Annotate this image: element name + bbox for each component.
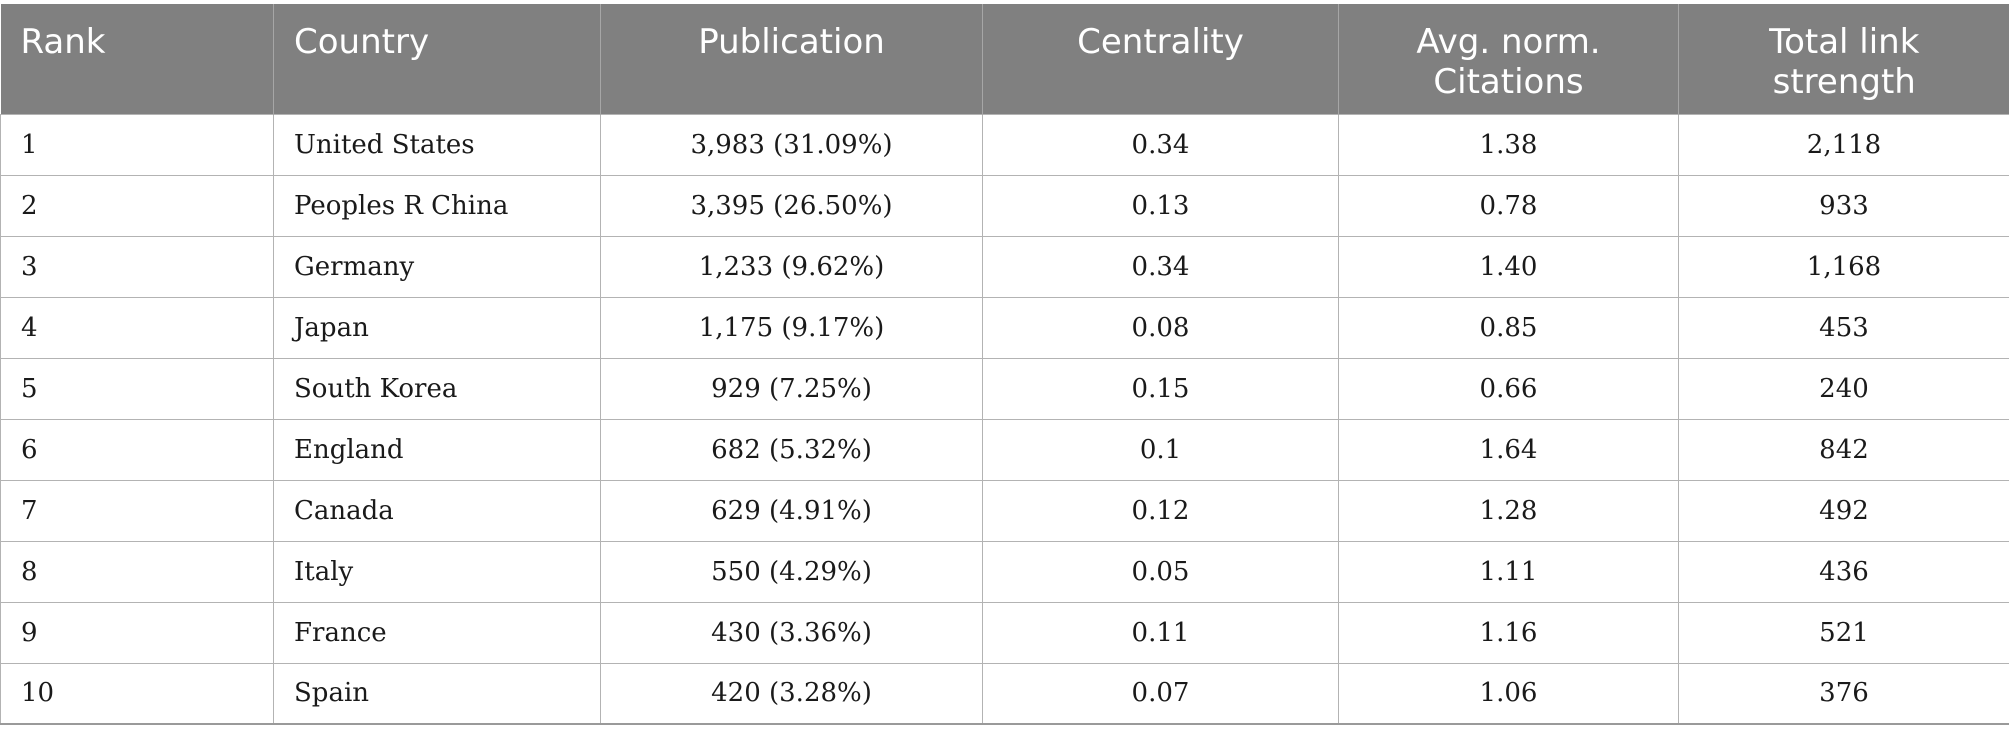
- cell-rank: 8: [0, 540, 274, 603]
- cell-total-link-strength: 492: [1678, 479, 2009, 542]
- header-total-link-strength: Total link strength: [1678, 4, 2009, 114]
- header-citations-line1: Avg. norm.: [1416, 22, 1601, 62]
- cell-avg-norm-citations: 0.85: [1338, 296, 1679, 359]
- country-ranking-table: Rank Country Publication Centrality Avg.…: [0, 4, 2009, 725]
- cell-country: United States: [273, 113, 601, 176]
- header-citations-line2: Citations: [1433, 62, 1584, 102]
- table-body: 1 United States 3,983 (31.09%) 0.34 1.38 2,11…: [0, 113, 2009, 725]
- cell-avg-norm-citations: 1.06: [1338, 662, 1679, 725]
- country-ranking-table-container: Rank Country Publication Centrality Avg.…: [0, 4, 2009, 725]
- cell-rank: 9: [0, 601, 274, 664]
- cell-country: Spain: [273, 662, 601, 725]
- table-row: 6 England 682 (5.32%) 0.1 1.64 842: [0, 418, 2009, 481]
- cell-rank: 6: [0, 418, 274, 481]
- cell-country: France: [273, 601, 601, 664]
- header-publication: Publication: [600, 4, 983, 114]
- cell-rank: 2: [0, 174, 274, 237]
- table-row: 9 France 430 (3.36%) 0.11 1.16 521: [0, 601, 2009, 664]
- cell-avg-norm-citations: 1.16: [1338, 601, 1679, 664]
- cell-total-link-strength: 376: [1678, 662, 2009, 725]
- table-header: Rank Country Publication Centrality Avg.…: [0, 4, 2009, 114]
- header-link-line2: strength: [1772, 62, 1916, 102]
- cell-centrality: 0.08: [982, 296, 1339, 359]
- table-row: 10 Spain 420 (3.28%) 0.07 1.06 376: [0, 662, 2009, 725]
- cell-publication: 3,395 (26.50%): [600, 174, 983, 237]
- header-link-line1: Total link: [1769, 22, 1920, 62]
- table-row: 5 South Korea 929 (7.25%) 0.15 0.66 240: [0, 357, 2009, 420]
- cell-publication: 420 (3.28%): [600, 662, 983, 725]
- cell-country: Japan: [273, 296, 601, 359]
- header-avg-norm-citations: Avg. norm. Citations: [1338, 4, 1679, 114]
- cell-publication: 430 (3.36%): [600, 601, 983, 664]
- cell-publication: 1,175 (9.17%): [600, 296, 983, 359]
- cell-centrality: 0.07: [982, 662, 1339, 725]
- cell-rank: 5: [0, 357, 274, 420]
- cell-avg-norm-citations: 1.64: [1338, 418, 1679, 481]
- cell-publication: 682 (5.32%): [600, 418, 983, 481]
- cell-centrality: 0.1: [982, 418, 1339, 481]
- cell-country: Canada: [273, 479, 601, 542]
- cell-total-link-strength: 453: [1678, 296, 2009, 359]
- cell-centrality: 0.15: [982, 357, 1339, 420]
- cell-total-link-strength: 436: [1678, 540, 2009, 603]
- cell-avg-norm-citations: 1.38: [1338, 113, 1679, 176]
- cell-total-link-strength: 1,168: [1678, 235, 2009, 298]
- cell-country: Peoples R China: [273, 174, 601, 237]
- header-centrality: Centrality: [982, 4, 1339, 114]
- table-row: 2 Peoples R China 3,395 (26.50%) 0.13 0.78 93…: [0, 174, 2009, 237]
- cell-avg-norm-citations: 0.66: [1338, 357, 1679, 420]
- cell-publication: 929 (7.25%): [600, 357, 983, 420]
- cell-country: England: [273, 418, 601, 481]
- cell-centrality: 0.11: [982, 601, 1339, 664]
- cell-rank: 3: [0, 235, 274, 298]
- cell-total-link-strength: 2,118: [1678, 113, 2009, 176]
- cell-total-link-strength: 521: [1678, 601, 2009, 664]
- cell-avg-norm-citations: 1.11: [1338, 540, 1679, 603]
- cell-rank: 4: [0, 296, 274, 359]
- table-row: 3 Germany 1,233 (9.62%) 0.34 1.40 1,168: [0, 235, 2009, 298]
- cell-total-link-strength: 933: [1678, 174, 2009, 237]
- cell-avg-norm-citations: 0.78: [1338, 174, 1679, 237]
- cell-total-link-strength: 842: [1678, 418, 2009, 481]
- cell-country: South Korea: [273, 357, 601, 420]
- cell-publication: 550 (4.29%): [600, 540, 983, 603]
- cell-publication: 3,983 (31.09%): [600, 113, 983, 176]
- cell-country: Italy: [273, 540, 601, 603]
- header-rank: Rank: [0, 4, 274, 114]
- header-country: Country: [273, 4, 601, 114]
- cell-avg-norm-citations: 1.40: [1338, 235, 1679, 298]
- cell-centrality: 0.34: [982, 235, 1339, 298]
- table-row: 4 Japan 1,175 (9.17%) 0.08 0.85 453: [0, 296, 2009, 359]
- cell-centrality: 0.34: [982, 113, 1339, 176]
- cell-rank: 10: [0, 662, 274, 725]
- header-row: Rank Country Publication Centrality Avg.…: [0, 4, 2009, 114]
- cell-centrality: 0.05: [982, 540, 1339, 603]
- cell-avg-norm-citations: 1.28: [1338, 479, 1679, 542]
- cell-centrality: 0.12: [982, 479, 1339, 542]
- table-row: 7 Canada 629 (4.91%) 0.12 1.28 492: [0, 479, 2009, 542]
- cell-publication: 1,233 (9.62%): [600, 235, 983, 298]
- table-row: 8 Italy 550 (4.29%) 0.05 1.11 436: [0, 540, 2009, 603]
- cell-publication: 629 (4.91%): [600, 479, 983, 542]
- cell-rank: 7: [0, 479, 274, 542]
- cell-total-link-strength: 240: [1678, 357, 2009, 420]
- cell-rank: 1: [0, 113, 274, 176]
- cell-centrality: 0.13: [982, 174, 1339, 237]
- table-row: 1 United States 3,983 (31.09%) 0.34 1.38 2,11…: [0, 113, 2009, 176]
- cell-country: Germany: [273, 235, 601, 298]
